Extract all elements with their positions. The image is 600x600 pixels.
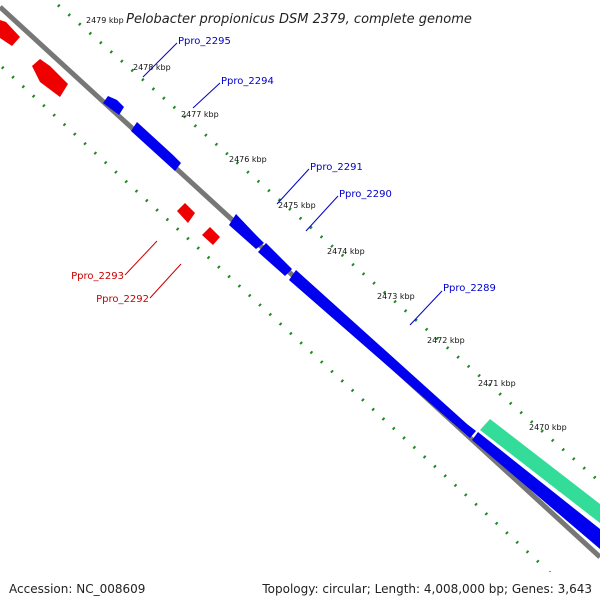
gene-ppro-2292[interactable]	[202, 227, 220, 245]
kbp-label-2474: 2474 kbp	[327, 247, 365, 256]
label-ppro-2295[interactable]: Ppro_2295	[178, 36, 231, 47]
kbp-label-2476: 2476 kbp	[229, 155, 267, 164]
kbp-label-2475: 2475 kbp	[278, 201, 316, 210]
outer-tick-rail	[57, 3, 600, 484]
leader-ppro-2295	[142, 42, 178, 78]
leader-ppro-2290	[305, 195, 339, 232]
label-ppro-2291[interactable]: Ppro_2291	[310, 162, 363, 173]
kbp-label-2472: 2472 kbp	[427, 336, 465, 345]
label-ppro-2294[interactable]: Ppro_2294	[221, 76, 274, 87]
kbp-label-2473: 2473 kbp	[377, 292, 415, 301]
gene-ppro-2293[interactable]	[177, 203, 195, 223]
accession-text: Accession: NC_008609	[9, 582, 146, 596]
gene-reverse-edge[interactable]	[0, 20, 20, 46]
gene-ppro-2295[interactable]	[103, 96, 124, 115]
leader-ppro-2293	[124, 240, 158, 276]
corner-mark	[549, 571, 551, 572]
genome-title: Pelobacter propionicus DSM 2379, complet…	[126, 12, 472, 27]
gene-reverse-unlabeled[interactable]	[32, 59, 68, 97]
label-ppro-2290[interactable]: Ppro_2290	[339, 189, 392, 200]
gene-forward-edge[interactable]	[472, 432, 600, 549]
genome-stats-text: Topology: circular; Length: 4,008,000 bp…	[262, 582, 592, 596]
gene-ppro-2290[interactable]	[258, 243, 292, 276]
inner-tick-rail	[0, 65, 547, 570]
leader-ppro-2292	[149, 263, 182, 299]
kbp-label-2479: 2479 kbp	[86, 16, 124, 25]
leader-ppro-2289	[409, 290, 443, 326]
gene-ppro-2294[interactable]	[131, 122, 181, 171]
label-ppro-2292[interactable]: Ppro_2292	[96, 294, 149, 305]
kbp-label-2470: 2470 kbp	[529, 423, 567, 432]
label-ppro-2293[interactable]: Ppro_2293	[71, 271, 124, 282]
gene-ppro-2291[interactable]	[229, 214, 264, 249]
kbp-label-2471: 2471 kbp	[478, 379, 516, 388]
rna-feature[interactable]	[480, 419, 600, 523]
leader-ppro-2294	[192, 82, 221, 109]
kbp-label-2477: 2477 kbp	[181, 110, 219, 119]
leader-ppro-2291	[276, 168, 310, 205]
label-ppro-2289[interactable]: Ppro_2289	[443, 283, 496, 294]
gene-ppro-2289[interactable]	[289, 270, 476, 438]
